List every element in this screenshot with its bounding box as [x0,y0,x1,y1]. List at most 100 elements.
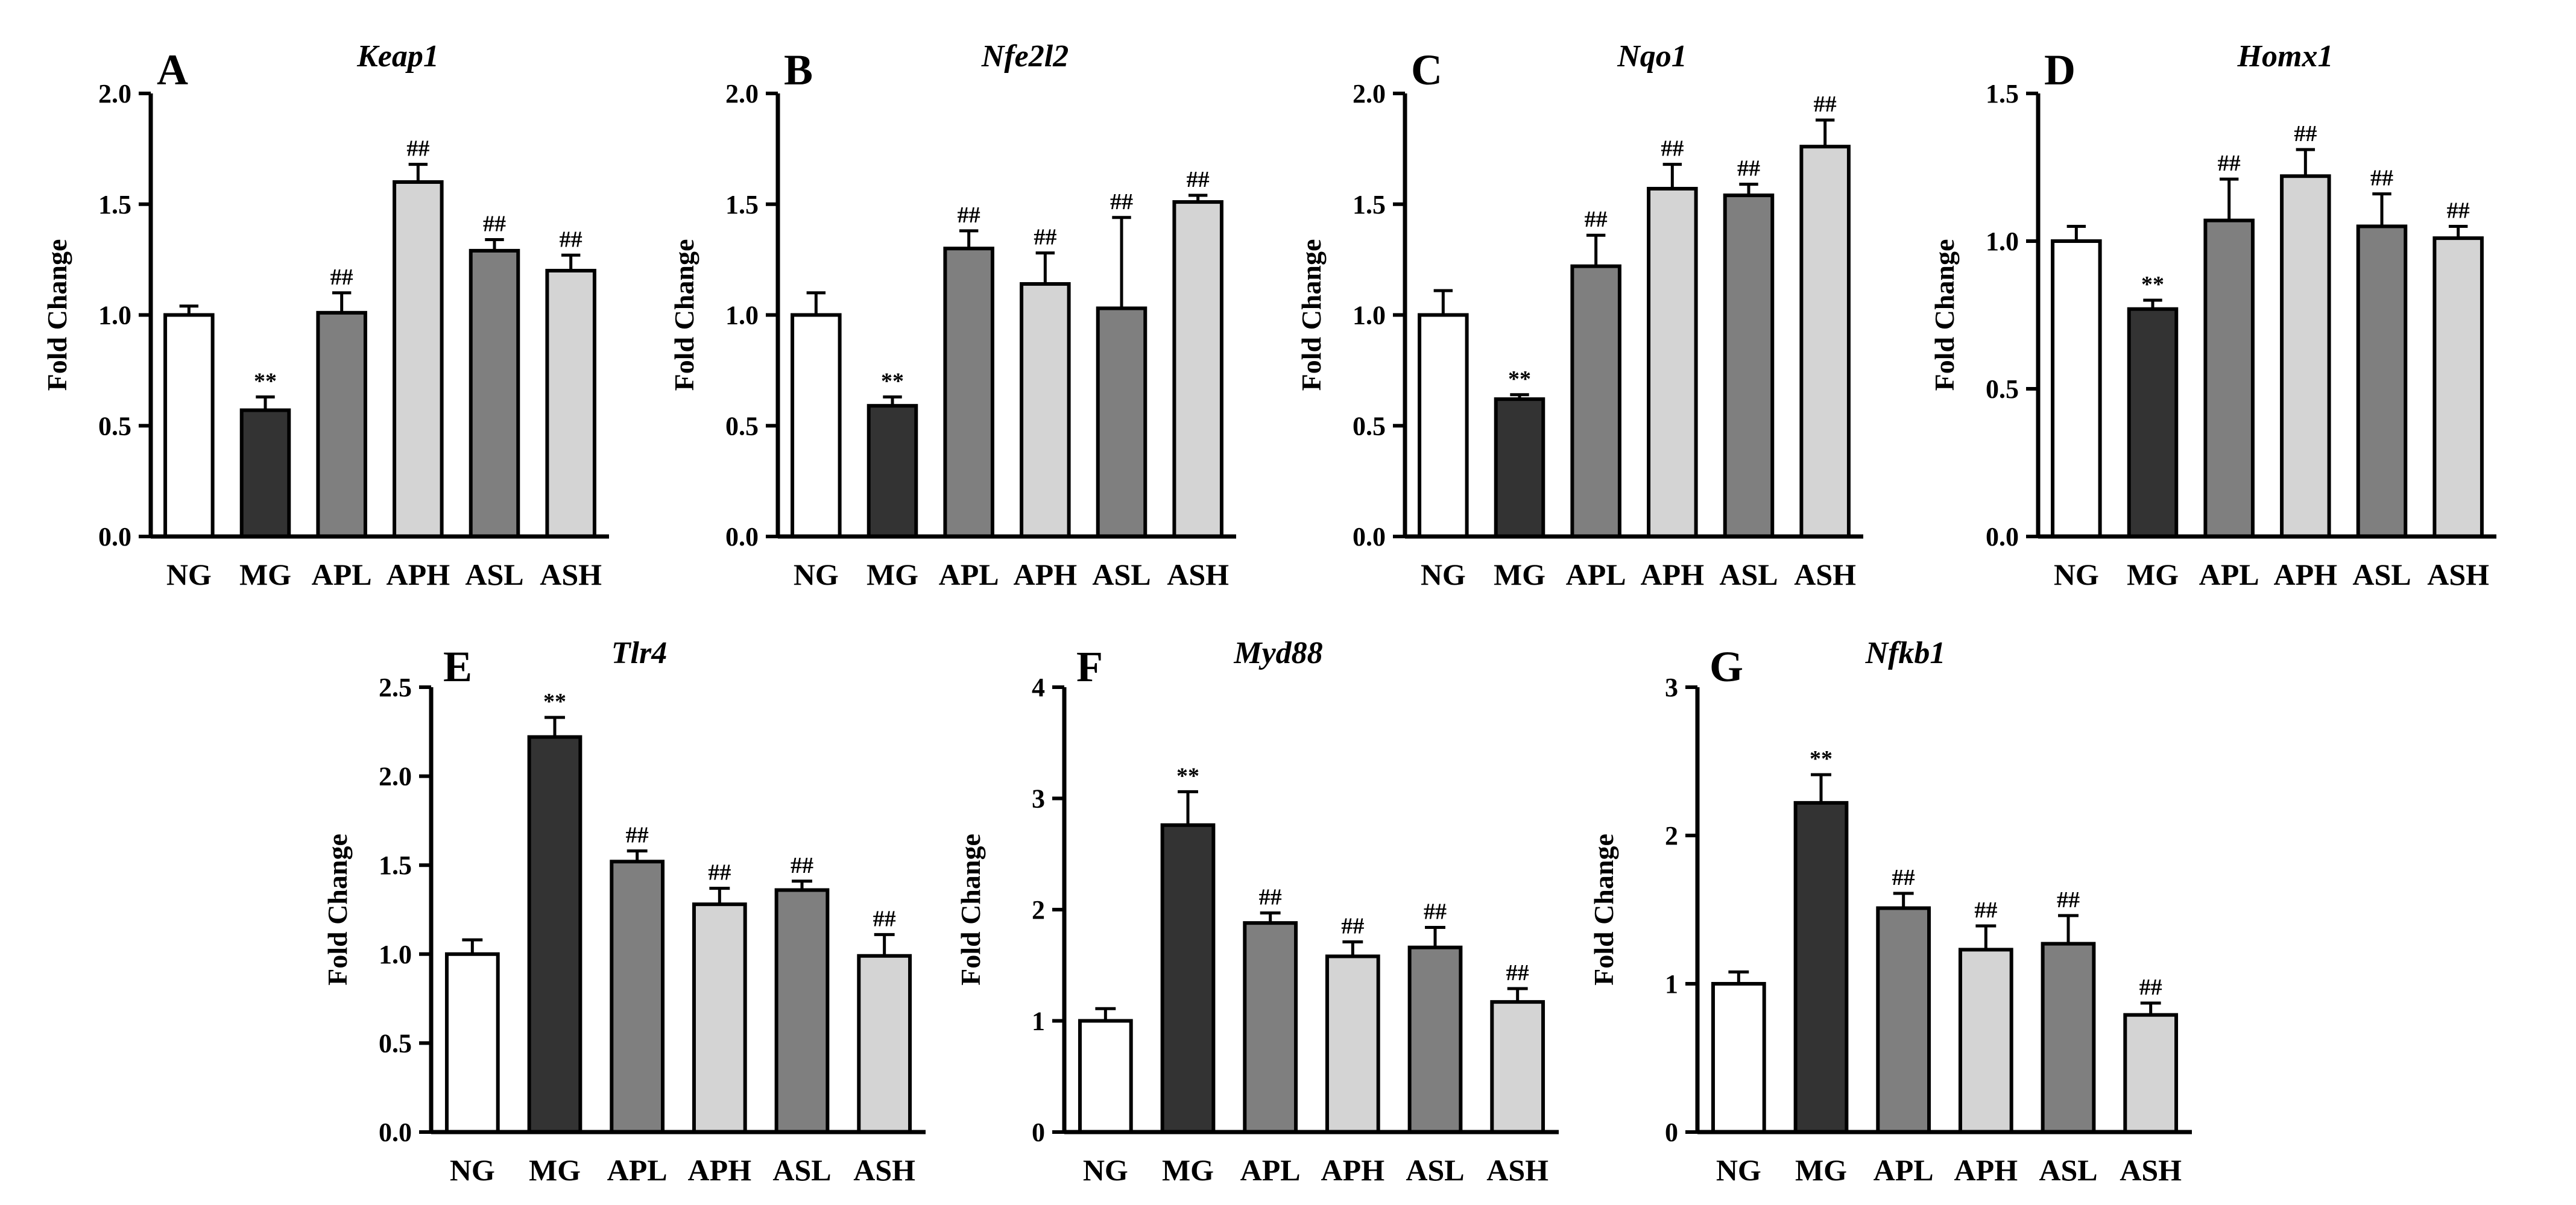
panel-g: G Nfkb1 Fold Change NG ** MG ## APL ## APH ## ASL ##… [1588,636,2192,1187]
panel-e: E Tlr4 Fold Change NG ** MG ## APL ## APH ## ASL ## A… [322,636,926,1187]
panel-f: F Myd88 Fold Change NG ** MG ## APL ## APH ## ASL ##… [955,636,1559,1187]
x-tick-label: APH [1954,1153,2018,1187]
x-tick-label: NG [2054,558,2099,591]
significance-label: ## [2294,121,2317,146]
bar-aph [2280,174,2331,538]
x-tick-label: ASL [772,1153,831,1187]
bar-asl [774,888,830,1134]
x-tick-label: NG [794,558,839,591]
significance-label: ## [873,906,896,931]
y-tick-label: 0.0 [725,522,759,552]
bar-ng [163,313,215,538]
bar-ng [1711,982,1766,1134]
bar-ash [545,269,596,538]
bar-ash [2123,1013,2179,1134]
bar-aph [692,902,747,1134]
x-tick-label: APL [939,558,999,591]
chart-title: Nfe2l2 [981,39,1069,74]
y-tick-label: 2.0 [1353,79,1386,109]
y-axis-title: Fold Change [1929,239,1960,391]
bar-aph [1020,282,1071,538]
y-tick-label: 0.0 [1353,522,1386,552]
x-tick-label: ASH [1486,1153,1548,1187]
significance-label: ## [1661,136,1684,162]
bar-asl [1407,945,1463,1134]
x-tick-label: MG [529,1153,581,1187]
x-tick-label: APL [1874,1153,1934,1187]
significance-label: ## [626,823,649,848]
significance-label: ## [1034,225,1056,250]
bar-mg [2127,307,2179,538]
y-tick-label: 1.5 [1353,190,1386,219]
chart-title: Keap1 [356,39,439,74]
bar-ash [2432,236,2484,538]
significance-label: ** [1508,367,1531,392]
x-tick-label: ASH [1794,558,1856,591]
bar-ash [1172,200,1223,538]
y-tick-label: 3 [1032,784,1045,814]
y-tick-label: 1.0 [1353,301,1386,330]
x-tick-label: APL [1240,1153,1301,1187]
significance-label: ## [2139,975,2162,1000]
chart-title: Nfkb1 [1865,636,1946,670]
significance-label: ## [2057,887,2080,913]
bar-ash [1490,1000,1545,1134]
y-tick-label: 1 [1665,969,1678,999]
y-axis-title: Fold Change [1588,834,1619,986]
significance-label: ## [483,212,506,237]
panel-b: B Nfe2l2 Fold Change NG ** MG ## APL ## APH ## ASL #… [669,39,1236,591]
x-tick-label: NG [1716,1153,1761,1187]
significance-label: ## [958,203,980,228]
x-tick-label: ASL [2352,558,2411,591]
x-tick-label: ASH [2427,558,2489,591]
chart-title: Myd88 [1233,636,1322,670]
x-tick-label: MG [2127,558,2179,591]
significance-label: ## [330,265,353,290]
bar-ash [857,954,912,1134]
y-tick-label: 1.5 [725,190,759,219]
x-tick-label: NG [450,1153,495,1187]
y-axis-title: Fold Change [42,239,72,391]
y-tick-label: 1.0 [379,940,412,969]
y-tick-label: 2 [1032,895,1045,925]
y-tick-label: 1.0 [1986,227,2019,256]
bar-apl [1876,906,1931,1134]
bar-mg [867,404,918,538]
bar-ng [791,313,842,538]
panel-c: C Nqo1 Fold Change NG ** MG ## APL ## APH ## ASL ## A… [1296,39,1863,591]
significance-label: ## [1341,914,1364,939]
y-tick-label: 2.0 [379,762,412,791]
chart-title: Nqo1 [1617,39,1687,74]
y-axis-title: Fold Change [1296,239,1327,391]
significance-label: ** [1810,746,1833,772]
bar-ash [1799,145,1851,538]
bar-asl [1723,193,1775,538]
significance-label: ## [791,853,813,878]
significance-label: ## [708,860,731,886]
chart-title: Homx1 [2237,39,2334,74]
bar-mg [239,408,291,539]
y-tick-label: 1 [1032,1007,1045,1036]
panel-letter: G [1709,643,1743,691]
x-tick-label: ASH [1167,558,1229,591]
panel-d: D Homx1 Fold Change NG ** MG ## APL ## APH ## ASL ##… [1929,39,2496,591]
bar-apl [943,247,994,538]
significance-label: ## [1974,898,1997,923]
y-tick-label: 0.5 [379,1028,412,1058]
significance-label: ** [543,689,566,714]
x-tick-label: NG [1083,1153,1128,1187]
bar-ng [444,952,500,1134]
x-tick-label: APH [1014,558,1078,591]
y-tick-label: 0 [1665,1118,1678,1147]
significance-label: ## [1892,865,1915,890]
bar-mg [527,735,582,1134]
bar-aph [393,180,444,538]
significance-label: ## [2370,166,2393,191]
y-tick-label: 0.5 [725,411,759,441]
bar-ng [1418,313,1469,538]
y-tick-label: 0.5 [1986,374,2019,404]
bar-aph [1958,948,2013,1134]
x-tick-label: ASH [540,558,602,591]
y-axis-title: Fold Change [955,834,986,986]
